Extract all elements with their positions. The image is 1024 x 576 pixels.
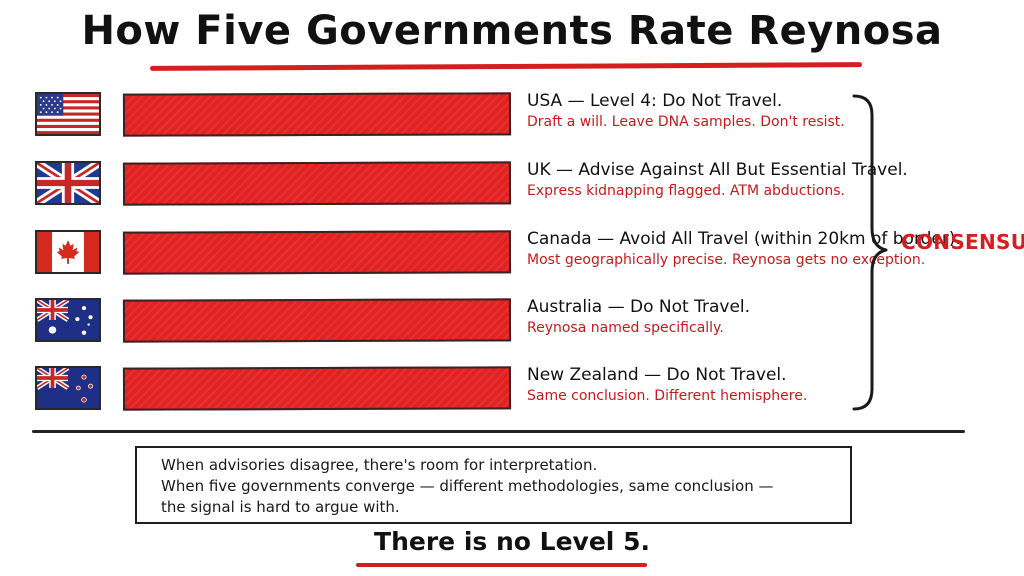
advisory-title-usa: USA — Level 4: Do Not Travel. [527, 91, 783, 111]
quote-line-1: When advisories disagree, there's room f… [161, 456, 598, 474]
australia-flag-icon [35, 298, 101, 342]
advisory-note-australia: Reynosa named specifically. [527, 320, 724, 336]
advisory-title-canada: Canada — Avoid All Travel (within 20km o… [527, 229, 961, 249]
advisory-title-uk: UK — Advise Against All But Essential Tr… [527, 160, 908, 180]
advisory-title-new-zealand: New Zealand — Do Not Travel. [527, 365, 787, 385]
advisory-bar-usa [122, 92, 512, 137]
advisory-note-new-zealand: Same conclusion. Different hemisphere. [527, 388, 808, 404]
right-curly-brace [852, 94, 888, 411]
advisory-title-australia: Australia — Do Not Travel. [527, 297, 751, 317]
quote-box: When advisories disagree, there's room f… [135, 446, 852, 524]
quote-line-3: the signal is hard to argue with. [161, 498, 400, 516]
title-underline [149, 62, 863, 71]
page-title: How Five Governments Rate Reynosa [81, 8, 943, 54]
new-zealand-flag-icon [35, 366, 101, 410]
advisory-row-uk: UK — Advise Against All But Essential Tr… [0, 160, 1024, 221]
canada-flag-icon [35, 230, 101, 274]
advisory-note-uk: Express kidnapping flagged. ATM abductio… [527, 183, 845, 199]
closing-underline [356, 563, 647, 567]
advisory-row-australia: Australia — Do Not Travel. Reynosa named… [0, 297, 1024, 358]
advisory-bar-new-zealand [122, 366, 512, 411]
advisory-row-new-zealand: New Zealand — Do Not Travel. Same conclu… [0, 365, 1024, 426]
advisory-note-canada: Most geographically precise. Reynosa get… [527, 252, 926, 268]
advisory-bar-australia [122, 298, 512, 343]
advisory-note-usa: Draft a will. Leave DNA samples. Don't r… [527, 114, 845, 130]
advisory-row-canada: Canada — Avoid All Travel (within 20km o… [0, 229, 1024, 290]
uk-flag-icon [35, 161, 101, 205]
usa-flag-icon [35, 92, 101, 136]
advisory-bar-canada [122, 230, 512, 275]
closing-statement: There is no Level 5. [374, 527, 650, 556]
advisory-bar-uk [122, 161, 512, 206]
quote-line-2: When five governments converge — differe… [161, 477, 774, 495]
section-divider [32, 430, 965, 433]
consensus-label: CONSENSUS [901, 230, 1024, 254]
advisory-row-usa: USA — Level 4: Do Not Travel. Draft a wi… [0, 91, 1024, 152]
